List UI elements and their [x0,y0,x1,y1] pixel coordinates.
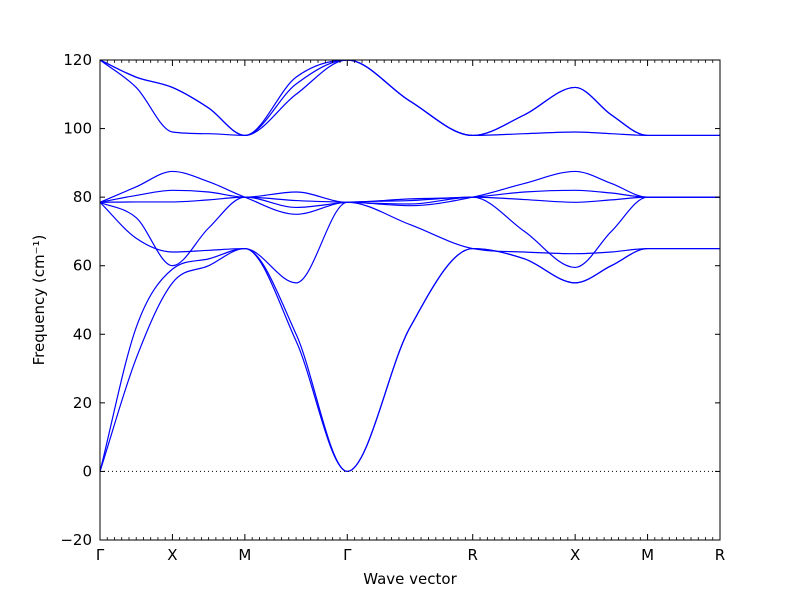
x-tick-label: R [715,546,725,564]
x-tick-label: X [570,546,580,564]
y-axis-label: Frequency (cm⁻¹) [30,235,48,366]
y-tick-label: 120 [63,51,92,69]
x-axis-label: Wave vector [363,570,457,588]
y-axis: −20 0 20 40 60 80 100 120 [60,51,720,549]
band-line-3 [100,201,720,284]
phonon-bands [100,60,720,473]
band-line-6 [100,189,720,203]
band-line-5 [100,196,720,205]
y-tick-label: 0 [82,462,92,480]
y-tick-label: 80 [73,188,92,206]
x-tick-label: M [238,546,251,564]
x-tick-label: X [167,546,177,564]
y-tick-label: 100 [63,120,92,138]
x-tick-label: Γ [343,546,352,564]
y-tick-label: 60 [73,257,92,275]
plot-frame [99,59,721,541]
band-line-10 [100,60,720,137]
band-line-4 [100,196,720,269]
y-tick-label: 20 [73,394,92,412]
band-line-7 [100,170,720,215]
x-tick-label: R [468,546,478,564]
y-tick-label: −20 [60,531,92,549]
x-tick-label: M [641,546,654,564]
x-tick-label: Γ [96,546,105,564]
y-tick-label: 40 [73,325,92,343]
band-line-2 [100,247,720,473]
